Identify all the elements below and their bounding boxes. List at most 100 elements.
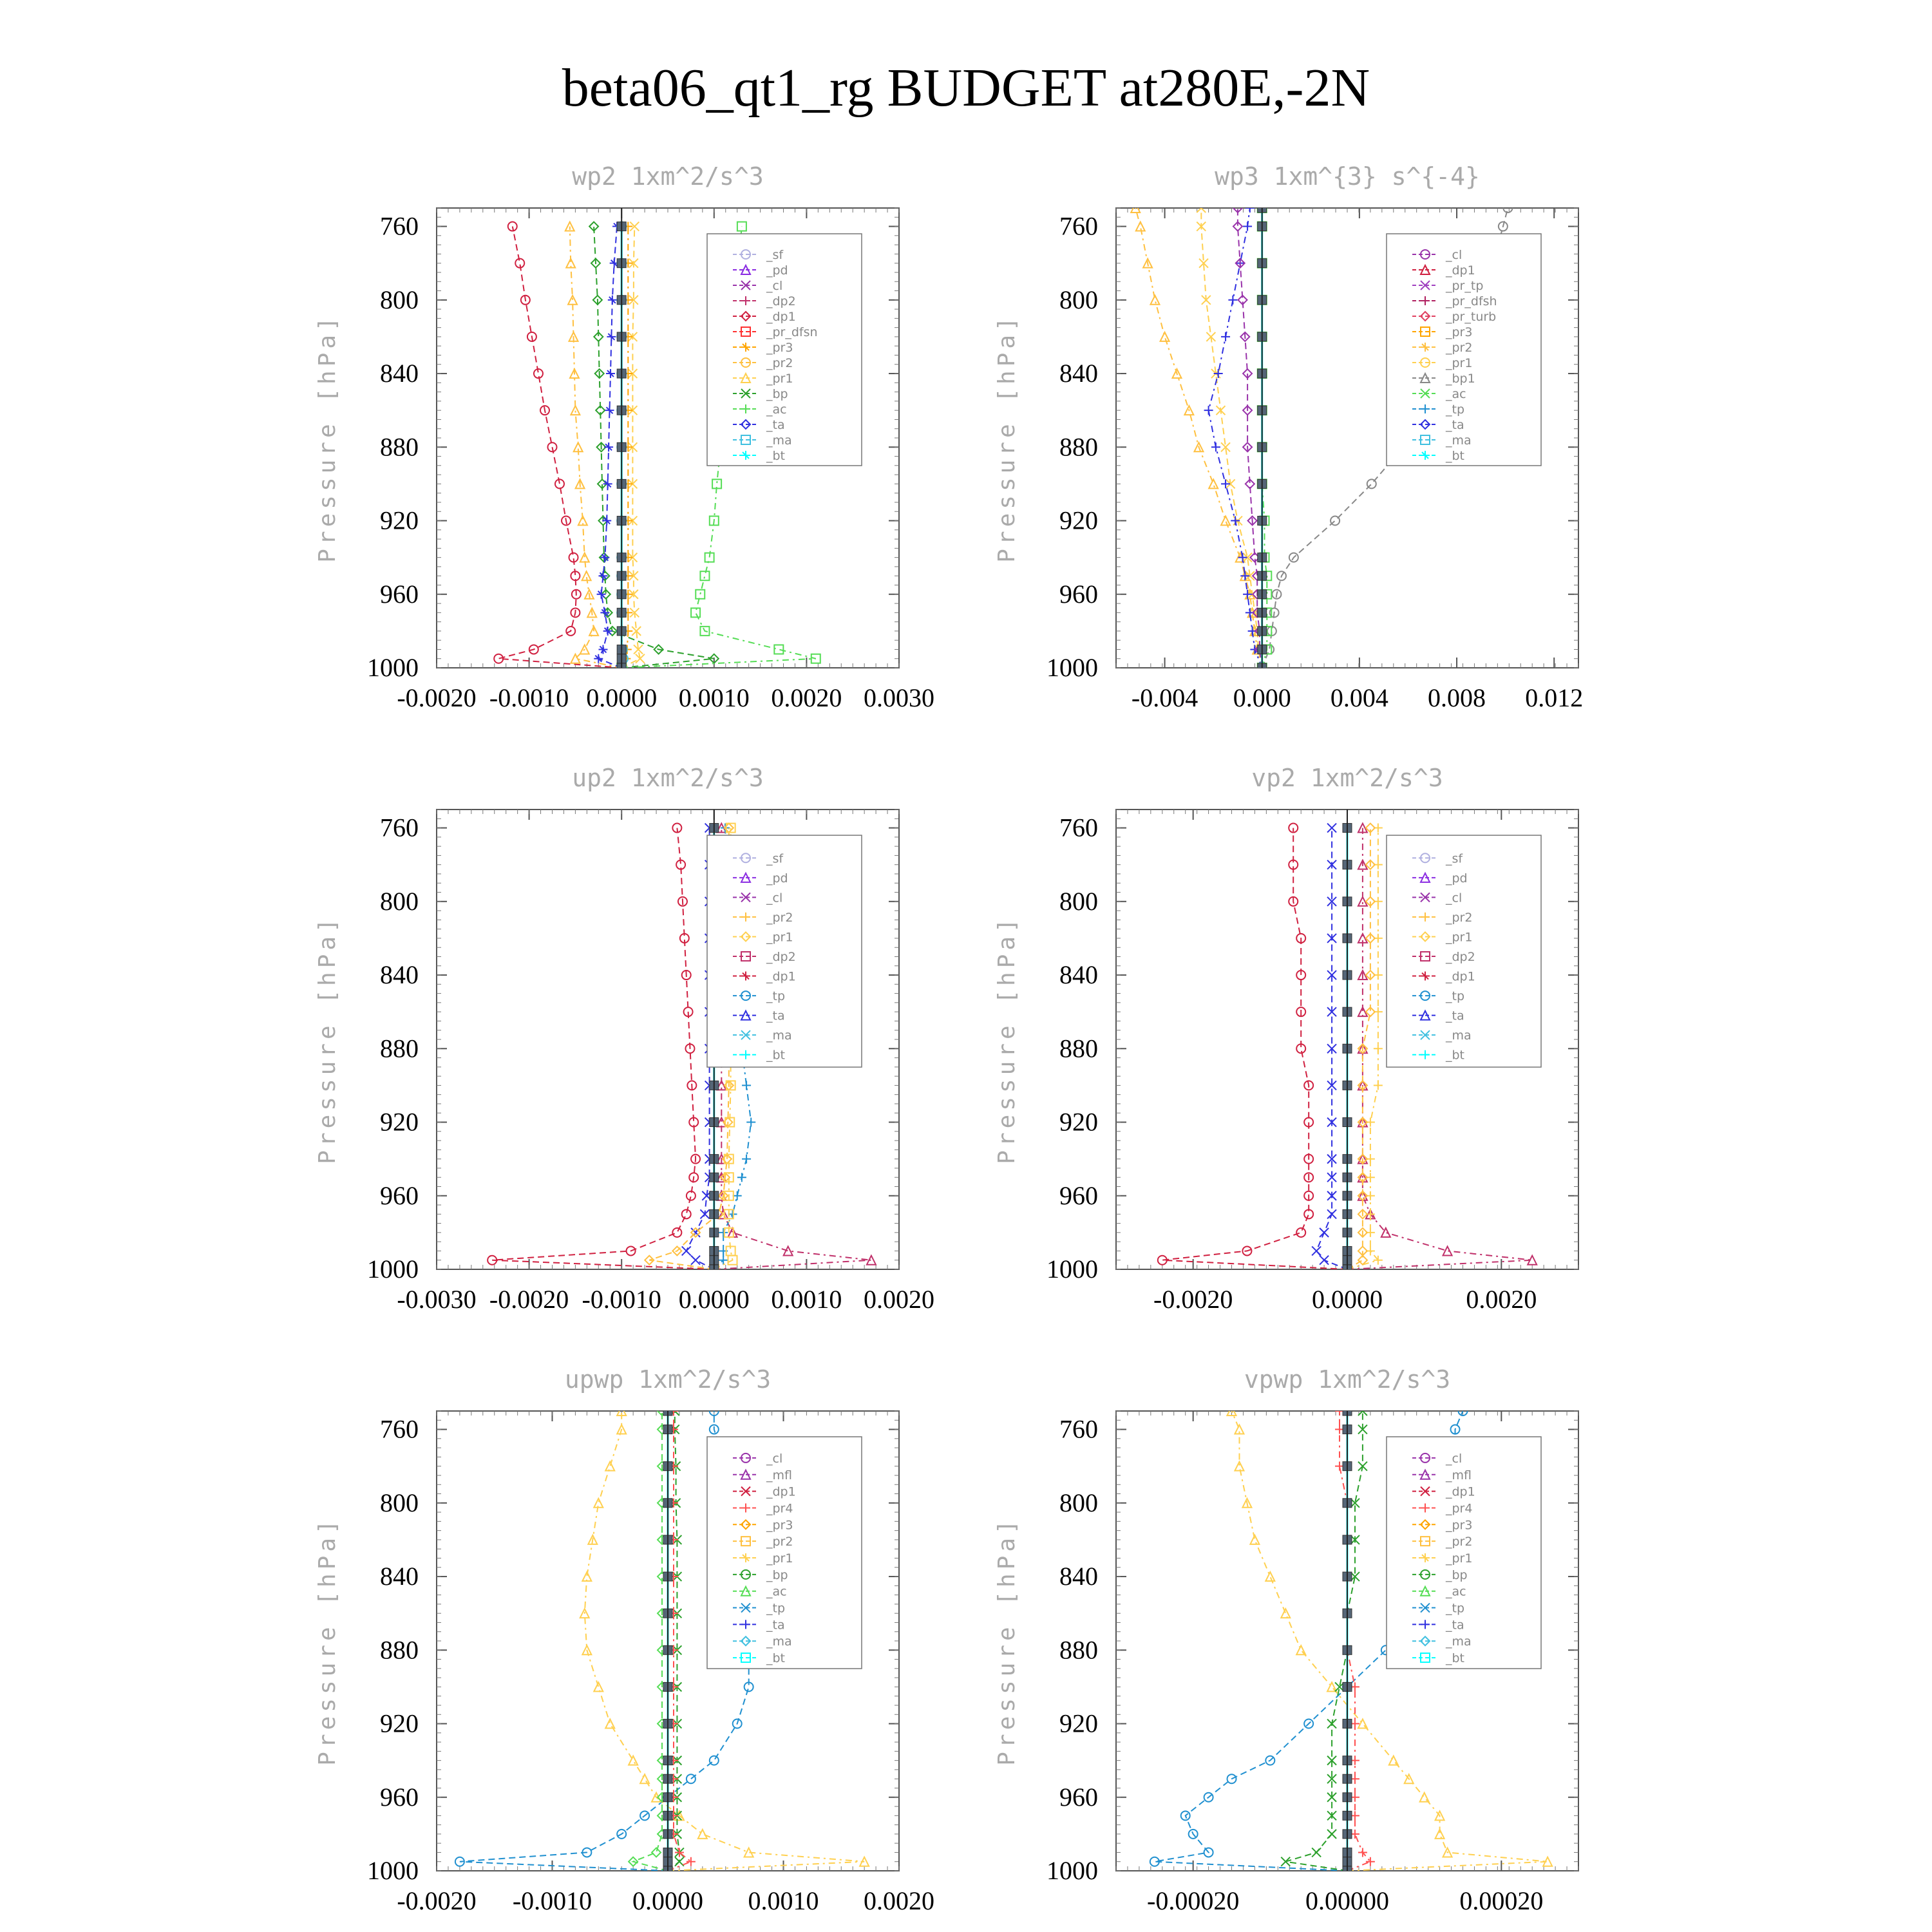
legend-marker: [741, 1620, 750, 1629]
data-point-_dp1: [677, 896, 688, 907]
data-point-_pr2: [579, 551, 591, 563]
data-point-_pr1: [1373, 1081, 1383, 1090]
legend-marker: [741, 1503, 750, 1513]
data-point-_ta: [596, 589, 606, 599]
data-point-_ta: [1211, 442, 1220, 452]
legend-marker: [1421, 451, 1430, 460]
y-tick-label: 800: [380, 1488, 419, 1517]
series-group: [1157, 822, 1538, 1269]
data-point-_dp2: [1357, 969, 1368, 981]
legend-marker: [1420, 892, 1430, 903]
data-point-_pr2: [1357, 1190, 1368, 1202]
data-point-_pr2: [569, 404, 582, 416]
legend-label: _pr1: [1445, 930, 1472, 944]
data-point-_tp: [1180, 1810, 1191, 1821]
legend-label: _ta: [1445, 1009, 1464, 1023]
data-point-_dp1: [493, 653, 504, 664]
data-point-_dp2: [1380, 1226, 1392, 1238]
data-point-_ta: [605, 369, 615, 379]
legend-marker: [741, 1486, 751, 1497]
legend-label: _tp: [766, 1602, 785, 1616]
legend-marker: [741, 404, 750, 413]
data-point-_pr2: [581, 569, 592, 582]
data-point-_ta: [1238, 553, 1247, 562]
legend-marker: [741, 249, 751, 260]
data-point-_dp1: [1296, 1227, 1307, 1238]
legend-marker: [741, 435, 751, 445]
x-tick-label: 0.00000: [1305, 1886, 1389, 1915]
data-point-_pr1: [1249, 1533, 1261, 1545]
data-point-_dp1: [681, 1209, 692, 1220]
data-point-_pr1: [650, 1791, 662, 1803]
data-point-_ta: [1319, 1227, 1329, 1238]
data-point-_pr2: [1357, 1043, 1368, 1054]
legend-marker: [741, 357, 751, 368]
series-line-_pr2: [1347, 828, 1371, 1269]
y-tick-label: 880: [1059, 1034, 1098, 1063]
y-tick-label: 760: [380, 212, 419, 241]
data-point-_pr2: [588, 625, 600, 636]
data-point-_cl: [1232, 208, 1244, 214]
legend: _cl _mfl _dp1 _pr4 _pr3 _pr2 _pr1 _bp _ac _tp _ta _…: [706, 1436, 862, 1669]
data-point-_ta: [603, 479, 612, 489]
data-point-_pr1: [1264, 1570, 1276, 1582]
legend: _sf_pd_cl_dp2 _dp1_pr_dfsn _pr3_pr2 _pr1_bp…: [706, 233, 862, 466]
data-point-_bp1: [1366, 478, 1377, 489]
y-axis-label: Pressure [hPa]: [314, 914, 341, 1164]
data-point-_pr1: [1245, 571, 1255, 581]
y-tick-label: 1000: [1046, 1255, 1098, 1283]
data-point-_dp1: [681, 970, 692, 981]
data-point-_bp1: [1288, 552, 1299, 563]
data-point-_tp: [708, 1411, 719, 1416]
data-point-_pr2: [1365, 859, 1376, 871]
data-point-_cl: [1232, 221, 1244, 232]
legend-label: _pr2: [766, 1535, 793, 1549]
y-tick-label: 960: [1059, 580, 1098, 609]
data-point-_dp1: [1303, 1209, 1314, 1220]
data-point-_pr1: [723, 1190, 734, 1201]
data-point-_pr1: [592, 1497, 604, 1508]
data-point-_dp1: [570, 571, 581, 582]
data-point-_pr1: [627, 478, 638, 489]
data-point-_pr2: [574, 478, 586, 489]
legend: _sf _pd _cl _pr2 _pr1 _dp2 _dp1 _tp _ta _ma _bt: [1386, 835, 1542, 1068]
data-point-_tp: [1226, 1774, 1237, 1785]
data-point-_tp: [742, 1154, 752, 1164]
data-point-_bp: [596, 441, 607, 453]
data-point-_pr2: [1208, 478, 1219, 489]
data-point-_ta: [1327, 822, 1337, 833]
data-point-_ac: [704, 552, 715, 563]
data-point-_dp1: [540, 405, 551, 416]
y-axis-label: Pressure [hPa]: [314, 1516, 341, 1765]
data-point-_tp: [685, 1774, 696, 1785]
data-point-_dp1: [565, 625, 576, 636]
legend-label: _sf: [766, 851, 784, 866]
data-point-_pr1: [627, 442, 638, 452]
data-point-_ac: [810, 653, 821, 664]
data-point-_dp1: [554, 478, 565, 489]
legend-marker: [1419, 263, 1431, 275]
data-point-_ac: [773, 644, 784, 655]
legend-label: _ma: [1445, 433, 1472, 448]
legend-box: [1386, 1436, 1542, 1669]
data-point-_pr1: [1388, 1754, 1399, 1766]
data-point-_ta: [1327, 896, 1337, 907]
data-point-_dp1: [672, 822, 683, 833]
data-point-_pr1: [1295, 1644, 1307, 1656]
data-point-_dp1: [685, 1190, 696, 1201]
panel-title: upwp 1xm^2/s^3: [565, 1365, 771, 1394]
legend-marker: [1419, 1585, 1431, 1596]
data-point-_dp2: [866, 1254, 877, 1265]
data-point-_bp1: [1269, 607, 1280, 618]
data-point-_pr2: [1171, 367, 1183, 379]
legend-marker: [741, 327, 751, 337]
data-point-_ta: [1327, 1080, 1337, 1091]
data-point-_cl: [1242, 404, 1253, 416]
data-point-_dp2: [1357, 895, 1368, 907]
legend-marker: [741, 971, 750, 981]
data-point-_ac: [695, 589, 706, 600]
data-point-_pr2: [577, 515, 589, 526]
legend-marker: [1419, 931, 1431, 942]
data-point-_pr1: [1441, 1846, 1454, 1858]
data-point-_tp: [746, 1117, 756, 1127]
